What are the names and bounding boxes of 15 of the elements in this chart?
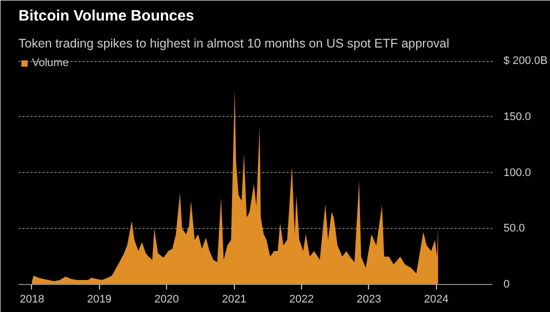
chart-title: Bitcoin Volume Bounces bbox=[18, 8, 194, 24]
x-tick-label: 2022 bbox=[289, 294, 314, 306]
x-tick-label: 2023 bbox=[356, 294, 382, 306]
x-tick-label: 2018 bbox=[20, 294, 44, 306]
y-tick-label: 50.0 bbox=[504, 222, 525, 235]
x-tick-label: 2024 bbox=[424, 294, 448, 306]
chart-subtitle: Token trading spikes to highest in almost 10 months on US spot ETF approval bbox=[18, 36, 450, 50]
x-tick-label: 2021 bbox=[222, 294, 246, 306]
y-tick-label: $ 200.0B bbox=[504, 55, 548, 68]
y-tick-label: 100.0 bbox=[504, 166, 532, 179]
x-tick-label: 2019 bbox=[87, 294, 112, 306]
legend-label: Volume bbox=[32, 57, 69, 69]
y-tick-label: 0 bbox=[504, 278, 510, 290]
x-tick-label: 2020 bbox=[154, 294, 179, 306]
y-tick-label: 150.0 bbox=[504, 110, 532, 123]
